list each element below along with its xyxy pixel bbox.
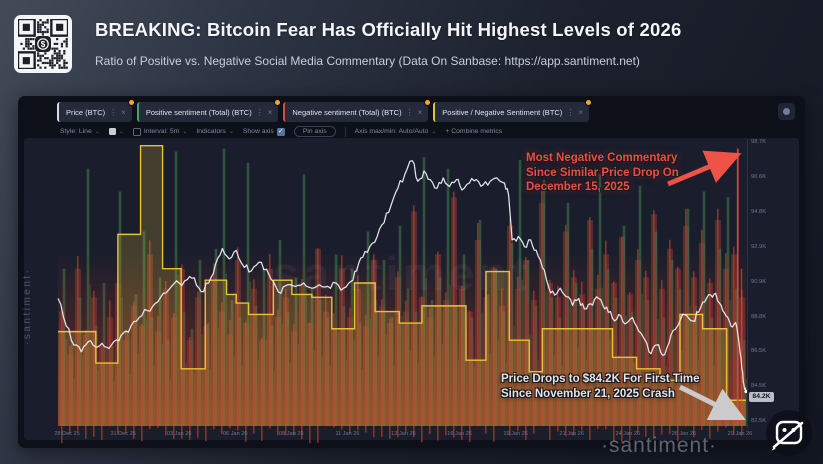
tab-label: Positive / Negative Sentiment (BTC) <box>442 107 563 117</box>
axis-maxmin-select[interactable]: Axis max/min: Auto/Auto ⌄ <box>354 128 437 135</box>
notification-dot-icon <box>584 99 592 106</box>
color-swatch-icon <box>108 128 116 135</box>
page-subtitle: Ratio of Positive vs. Negative Social Me… <box>95 54 640 68</box>
metric-tabs: Price (BTC) ⋮ × Positive sentiment (Tota… <box>57 99 592 122</box>
watermark-bottom: ·santiment· <box>601 434 718 457</box>
annotation-negative-commentary: Most Negative Commentary Since Similar P… <box>526 152 679 194</box>
pin-axis-button[interactable]: Pin axis <box>293 126 336 137</box>
x-axis-tick: 16 Jan 26 <box>447 431 472 437</box>
x-axis-tick: 28 Dec 25 <box>54 431 80 437</box>
color-swatch-select[interactable]: ⌄ <box>108 128 124 135</box>
chart-panel: Price (BTC) ⋮ × Positive sentiment (Tota… <box>18 96 805 448</box>
red-arrow-icon <box>667 150 742 187</box>
interval-select[interactable]: Interval: 5m ⌄ <box>132 127 188 136</box>
y-axis-tick: 90.9K <box>751 278 767 285</box>
chevron-down-icon: ⌄ <box>228 129 234 135</box>
chevron-down-icon: ⌄ <box>94 129 100 135</box>
checkbox-checked-icon[interactable]: ✓ <box>276 127 285 136</box>
svg-text:$: $ <box>41 40 46 49</box>
y-axis-tick: 82.5K <box>751 418 767 425</box>
close-icon[interactable]: × <box>417 107 423 117</box>
notification-dot-icon <box>127 99 135 106</box>
x-axis-tick: 29 Jan 26 <box>727 431 753 437</box>
tab-positive-sentiment[interactable]: Positive sentiment (Total) (BTC) ⋮ × <box>136 99 282 122</box>
tab-label: Positive sentiment (Total) (BTC) <box>145 107 252 117</box>
kebab-icon[interactable]: ⋮ <box>566 107 575 117</box>
y-axis-tick: 96.6K <box>751 173 767 180</box>
calendar-icon <box>132 127 141 136</box>
notification-dot-icon <box>424 99 432 106</box>
tab-negative-sentiment[interactable]: Negative sentiment (Total) (BTC) ⋮ × <box>283 99 432 122</box>
tab-price[interactable]: Price (BTC) ⋮ × <box>57 99 135 122</box>
close-icon[interactable]: × <box>267 107 273 117</box>
y-axis-tick: 94.8K <box>751 208 767 215</box>
current-price-badge: 84.2K <box>749 392 774 402</box>
indicators-select[interactable]: Indicators ⌄ <box>196 128 234 135</box>
x-axis-tick: 03 Jan 26 <box>166 431 192 437</box>
panel-action-button[interactable] <box>778 103 795 120</box>
x-axis-tick: 26 Jan 26 <box>671 431 697 437</box>
kebab-icon[interactable]: ⋮ <box>109 107 118 117</box>
tab-label: Price (BTC) <box>66 107 106 117</box>
y-axis-tick: 84.5K <box>751 383 767 390</box>
header: $ BREAKING: Bitcoin Fear Has Officially … <box>0 0 823 88</box>
watermark-left: ·santiment· <box>22 267 33 345</box>
white-arrow-icon <box>678 384 746 420</box>
chart-toolbar: Style: Line ⌄ ⌄ Interval: 5m ⌄ Indicator… <box>60 126 502 137</box>
tab-pos-neg-ratio[interactable]: Positive / Negative Sentiment (BTC) ⋮ × <box>433 99 592 122</box>
show-axis-toggle[interactable]: Show axis ✓ <box>242 127 285 136</box>
close-icon[interactable]: × <box>121 107 126 117</box>
x-axis-tick: 08 Jan 26 <box>279 431 304 437</box>
chevron-down-icon: ⌄ <box>431 129 437 135</box>
x-axis-tick: 19 Jan 26 <box>503 431 528 437</box>
notification-dot-icon <box>274 99 282 106</box>
y-axis-tick: 98.7K <box>751 139 767 145</box>
y-axis-tick: 88.8K <box>751 313 767 320</box>
qr-code: $ <box>14 15 72 73</box>
close-icon[interactable]: × <box>578 107 583 117</box>
y-axis-tick: 86.5K <box>751 348 767 355</box>
x-axis-tick: 11 Jan 26 <box>335 431 360 437</box>
watermark-center: santiment <box>273 247 531 300</box>
kebab-icon[interactable]: ⋮ <box>255 107 264 117</box>
chevron-down-icon: ⌄ <box>118 129 124 135</box>
combine-metrics-button[interactable]: + Combine metrics <box>445 128 503 135</box>
toolbar-divider <box>344 126 346 137</box>
tab-label: Negative sentiment (Total) (BTC) <box>292 107 402 117</box>
x-axis-tick: 31 Dec 25 <box>110 431 136 437</box>
x-axis-tick: 06 Jan 26 <box>222 431 248 437</box>
chart-canvas[interactable] <box>18 96 805 448</box>
x-axis-tick: 21 Jan 26 <box>559 431 585 437</box>
kebab-icon[interactable]: ⋮ <box>405 107 414 117</box>
x-axis-tick: 13 Jan 26 <box>391 431 416 437</box>
page-title: BREAKING: Bitcoin Fear Has Officially Hi… <box>95 19 682 40</box>
chevron-down-icon: ⌄ <box>182 129 188 135</box>
annotation-price-drop: Price Drops to $84.2K For First Time Sin… <box>501 373 700 400</box>
x-axis-tick: 24 Jan 26 <box>615 431 641 437</box>
santiment-logo-icon <box>766 410 812 456</box>
style-select[interactable]: Style: Line ⌄ <box>60 128 100 135</box>
dot-icon <box>783 108 790 115</box>
y-axis-tick: 92.9K <box>751 243 767 250</box>
